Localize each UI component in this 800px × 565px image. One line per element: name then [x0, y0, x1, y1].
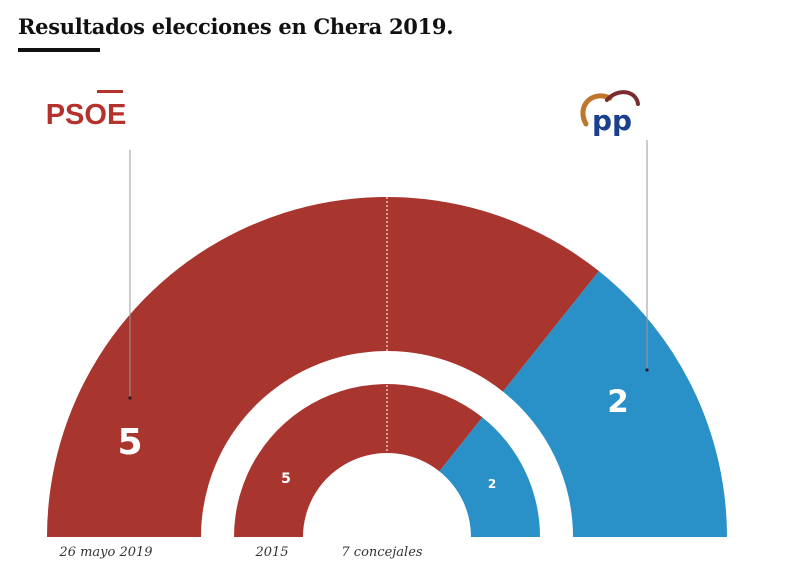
inner-ring-psoe-segment: [234, 384, 483, 537]
pp-leader-dot: [645, 368, 649, 372]
outer-ring-pp-segment: [502, 271, 727, 537]
psoe-leader-dot: [128, 396, 132, 400]
psoe-logo: PSOE: [46, 90, 127, 131]
inner-ring: [234, 384, 540, 537]
pp-logo: pp: [580, 90, 640, 137]
outer-ring-psoe-segment: [47, 196, 599, 537]
inner-pp-value-label: 2: [488, 477, 496, 491]
outer-ring-label: 26 mayo 2019: [58, 545, 152, 560]
outer-ring: [47, 196, 727, 537]
inner-ring-pp-segment: [439, 417, 540, 537]
psoe-logo-text: PSOE: [46, 99, 127, 131]
title-underline: [18, 48, 100, 52]
inner-ring-label: 2015: [254, 545, 288, 560]
outer-pp-value-label: 2: [607, 384, 629, 420]
total-seats-label: 7 concejales: [341, 545, 422, 560]
chart-title: Resultados elecciones en Chera 2019.: [18, 14, 454, 39]
outer-psoe-value-label: 5: [117, 422, 142, 463]
inner-psoe-value-label: 5: [281, 471, 291, 487]
pp-logo-text: pp: [592, 104, 632, 137]
